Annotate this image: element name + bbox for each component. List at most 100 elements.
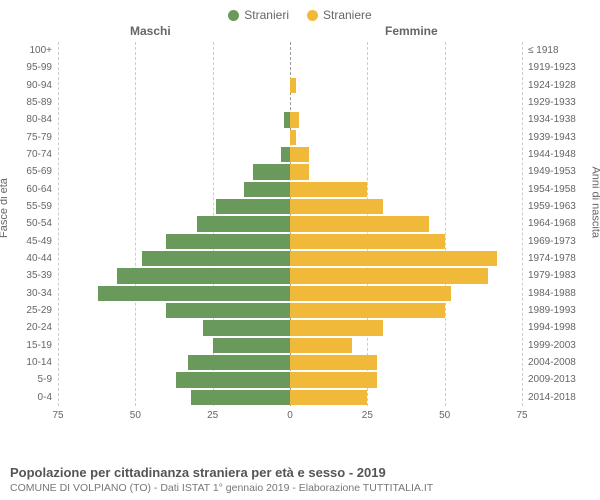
bar-female-wrap xyxy=(290,129,522,146)
bar-female-wrap xyxy=(290,59,522,76)
bar-female-wrap xyxy=(290,389,522,406)
birth-year-label: 1929-1933 xyxy=(522,97,576,108)
bar-male-wrap xyxy=(58,198,290,215)
pyramid-row: 85-891929-1933 xyxy=(58,94,522,111)
birth-year-label: 2004-2008 xyxy=(522,357,576,368)
bar-female-wrap xyxy=(290,77,522,94)
bar-female xyxy=(290,303,445,318)
bar-male-wrap xyxy=(58,285,290,302)
header-male: Maschi xyxy=(130,24,171,38)
pyramid-row: 100+≤ 1918 xyxy=(58,42,522,59)
age-label: 5-9 xyxy=(38,374,58,385)
pyramid-row: 0-42014-2018 xyxy=(58,389,522,406)
bar-female-wrap xyxy=(290,285,522,302)
bar-female xyxy=(290,216,429,231)
age-label: 75-79 xyxy=(26,132,58,143)
bar-male xyxy=(142,251,290,266)
rows-container: 100+≤ 191895-991919-192390-941924-192885… xyxy=(58,42,522,406)
legend-item-female: Straniere xyxy=(307,8,372,22)
bar-male xyxy=(176,372,290,387)
bar-female-wrap xyxy=(290,337,522,354)
bar-female-wrap xyxy=(290,233,522,250)
legend-swatch-female xyxy=(307,10,318,21)
bar-male-wrap xyxy=(58,111,290,128)
age-label: 40-44 xyxy=(26,253,58,264)
pyramid-row: 5-92009-2013 xyxy=(58,371,522,388)
bar-female-wrap xyxy=(290,250,522,267)
bar-female xyxy=(290,164,309,179)
bar-male-wrap xyxy=(58,389,290,406)
pyramid-row: 35-391979-1983 xyxy=(58,267,522,284)
bar-female xyxy=(290,130,296,145)
bar-male-wrap xyxy=(58,59,290,76)
bar-male-wrap xyxy=(58,302,290,319)
bar-male-wrap xyxy=(58,163,290,180)
pyramid-row: 20-241994-1998 xyxy=(58,319,522,336)
age-label: 80-84 xyxy=(26,114,58,125)
pyramid-row: 15-191999-2003 xyxy=(58,337,522,354)
pyramid-row: 65-691949-1953 xyxy=(58,163,522,180)
birth-year-label: 2014-2018 xyxy=(522,392,576,403)
pyramid-row: 25-291989-1993 xyxy=(58,302,522,319)
bar-male-wrap xyxy=(58,129,290,146)
plot-area: 100+≤ 191895-991919-192390-941924-192885… xyxy=(58,42,522,406)
bar-male xyxy=(197,216,290,231)
age-label: 35-39 xyxy=(26,270,58,281)
y-axis-right-title: Anni di nascita xyxy=(590,166,600,238)
bar-female xyxy=(290,182,367,197)
chart-subtitle: COMUNE DI VOLPIANO (TO) - Dati ISTAT 1° … xyxy=(10,482,590,494)
age-label: 55-59 xyxy=(26,201,58,212)
pyramid-row: 50-541964-1968 xyxy=(58,215,522,232)
bar-male-wrap xyxy=(58,94,290,111)
birth-year-label: 1949-1953 xyxy=(522,166,576,177)
footer: Popolazione per cittadinanza straniera p… xyxy=(10,465,590,494)
bar-female-wrap xyxy=(290,198,522,215)
pyramid-row: 60-641954-1958 xyxy=(58,181,522,198)
birth-year-label: 1934-1938 xyxy=(522,114,576,125)
bar-female-wrap xyxy=(290,181,522,198)
birth-year-label: 2009-2013 xyxy=(522,374,576,385)
bar-male xyxy=(117,268,290,283)
bar-male-wrap xyxy=(58,215,290,232)
bar-male-wrap xyxy=(58,233,290,250)
birth-year-label: ≤ 1918 xyxy=(522,45,559,56)
bar-male xyxy=(281,147,290,162)
bar-male-wrap xyxy=(58,267,290,284)
pyramid-row: 80-841934-1938 xyxy=(58,111,522,128)
bar-female xyxy=(290,372,377,387)
bar-male xyxy=(166,303,290,318)
bar-male-wrap xyxy=(58,181,290,198)
bar-female-wrap xyxy=(290,354,522,371)
bar-female-wrap xyxy=(290,302,522,319)
bar-male xyxy=(191,390,290,405)
bar-female-wrap xyxy=(290,146,522,163)
age-label: 10-14 xyxy=(26,357,58,368)
pyramid-row: 10-142004-2008 xyxy=(58,354,522,371)
bar-female xyxy=(290,147,309,162)
chart-title: Popolazione per cittadinanza straniera p… xyxy=(10,465,590,480)
legend-swatch-male xyxy=(228,10,239,21)
age-label: 30-34 xyxy=(26,288,58,299)
birth-year-label: 1964-1968 xyxy=(522,218,576,229)
bar-female-wrap xyxy=(290,319,522,336)
birth-year-label: 1959-1963 xyxy=(522,201,576,212)
bar-female xyxy=(290,112,299,127)
birth-year-label: 1969-1973 xyxy=(522,236,576,247)
bar-male xyxy=(98,286,290,301)
birth-year-label: 1924-1928 xyxy=(522,80,576,91)
pyramid-row: 90-941924-1928 xyxy=(58,77,522,94)
x-tick: 25 xyxy=(362,410,373,421)
x-tick: 50 xyxy=(130,410,141,421)
birth-year-label: 1984-1988 xyxy=(522,288,576,299)
pyramid-row: 70-741944-1948 xyxy=(58,146,522,163)
bar-female-wrap xyxy=(290,94,522,111)
pyramid-row: 55-591959-1963 xyxy=(58,198,522,215)
bar-female xyxy=(290,199,383,214)
age-label: 100+ xyxy=(29,45,58,56)
x-tick: 75 xyxy=(52,410,63,421)
y-axis-left-title: Fasce di età xyxy=(0,178,10,238)
x-tick: 50 xyxy=(439,410,450,421)
bar-female-wrap xyxy=(290,267,522,284)
birth-year-label: 1999-2003 xyxy=(522,340,576,351)
bar-male-wrap xyxy=(58,319,290,336)
